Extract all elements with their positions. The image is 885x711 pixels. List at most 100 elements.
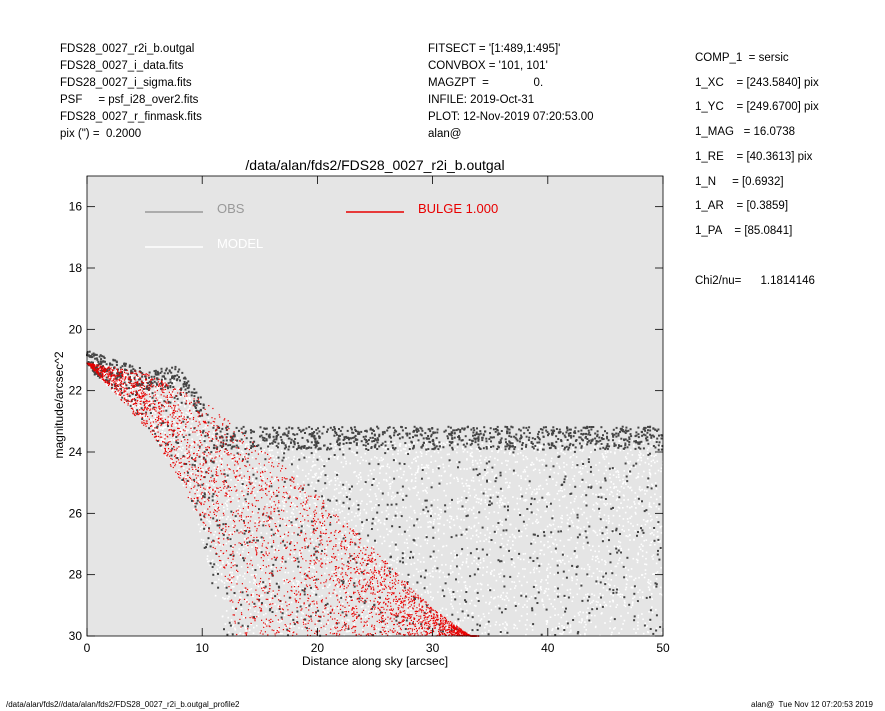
model-point — [341, 462, 343, 464]
model-point — [304, 496, 306, 498]
model-point — [288, 457, 290, 459]
obs-point — [551, 517, 553, 519]
model-point — [571, 580, 573, 582]
model-point — [523, 459, 525, 461]
model-point — [392, 492, 394, 494]
model-point — [618, 507, 620, 509]
model-point — [262, 566, 264, 568]
model-point — [305, 622, 307, 624]
obs-point — [229, 622, 231, 624]
model-point — [633, 501, 635, 503]
model-point — [463, 531, 465, 533]
model-point — [438, 523, 440, 525]
model-point — [344, 591, 346, 593]
model-point — [593, 600, 595, 602]
model-point — [467, 617, 469, 619]
obs-point — [514, 446, 516, 448]
model-point — [638, 473, 640, 475]
obs-point — [442, 446, 444, 448]
obs-point — [615, 436, 617, 438]
model-point — [134, 409, 136, 411]
model-point — [409, 517, 411, 519]
model-point — [578, 520, 580, 522]
model-point — [581, 496, 583, 498]
model-point — [651, 506, 653, 508]
model-point — [606, 590, 608, 592]
model-point — [569, 484, 571, 486]
model-point — [240, 608, 242, 610]
model-point — [466, 531, 468, 533]
model-point — [402, 574, 404, 576]
model-point — [610, 481, 612, 483]
model-point — [557, 452, 559, 454]
model-point — [359, 512, 361, 514]
model-point — [193, 509, 195, 511]
model-point — [555, 551, 557, 553]
model-point — [437, 443, 439, 445]
obs-point — [373, 478, 375, 480]
model-point — [347, 599, 349, 601]
model-point — [618, 476, 620, 478]
model-point — [637, 628, 639, 630]
model-point — [632, 598, 634, 600]
model-point — [339, 500, 341, 502]
model-point — [540, 541, 542, 543]
obs-point — [217, 587, 219, 589]
model-point — [231, 572, 233, 574]
obs-point — [356, 452, 358, 454]
model-point — [338, 484, 340, 486]
obs-point — [421, 430, 423, 432]
model-point — [279, 443, 281, 445]
model-point — [360, 456, 362, 458]
model-point — [209, 439, 211, 441]
model-point — [576, 583, 578, 585]
model-point — [374, 449, 376, 451]
model-point — [362, 528, 364, 530]
obs-point — [429, 430, 431, 432]
model-point — [546, 569, 548, 571]
model-point — [637, 460, 639, 462]
model-point — [601, 612, 603, 614]
model-point — [581, 568, 583, 570]
model-point — [627, 486, 629, 488]
model-point — [364, 545, 366, 547]
model-point — [653, 586, 655, 588]
obs-point — [271, 529, 273, 531]
model-point — [398, 619, 400, 621]
obs-point — [490, 440, 492, 442]
model-point — [547, 575, 549, 577]
model-point — [368, 519, 370, 521]
model-point — [338, 554, 340, 556]
model-point — [125, 398, 127, 400]
model-point — [583, 597, 585, 599]
model-point — [158, 387, 160, 389]
model-point — [458, 581, 460, 583]
obs-point — [565, 476, 567, 478]
obs-point — [360, 431, 362, 433]
obs-point — [609, 468, 611, 470]
model-point — [630, 607, 632, 609]
model-point — [329, 584, 331, 586]
model-point — [355, 513, 357, 515]
model-point — [517, 498, 519, 500]
model-point — [314, 473, 316, 475]
model-point — [656, 516, 658, 518]
model-point — [422, 503, 424, 505]
model-point — [460, 508, 462, 510]
model-point — [656, 578, 658, 580]
model-point — [468, 441, 470, 443]
model-point — [438, 529, 440, 531]
model-point — [450, 475, 452, 477]
model-point — [397, 517, 399, 519]
model-point — [435, 460, 437, 462]
model-point — [593, 504, 595, 506]
obs-point — [211, 440, 213, 442]
model-point — [633, 558, 635, 560]
model-point — [639, 530, 641, 532]
model-point — [657, 523, 659, 525]
model-point — [639, 457, 641, 459]
model-point — [276, 456, 278, 458]
model-point — [458, 622, 460, 624]
model-point — [601, 571, 603, 573]
model-point — [213, 436, 215, 438]
